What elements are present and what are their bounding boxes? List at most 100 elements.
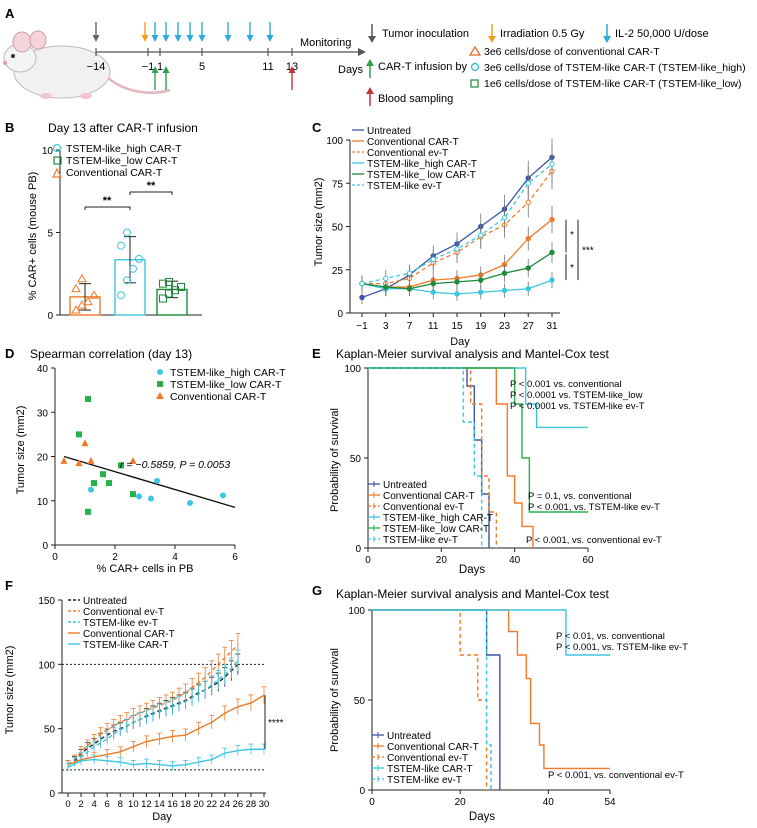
g-x-tick-label: 20: [455, 797, 467, 808]
g-x-tick-label: 54: [604, 797, 616, 808]
panel-g-letter: G: [312, 583, 322, 598]
d-x-tick-label: 0: [52, 552, 58, 563]
f-y-tick-label: 150: [38, 596, 55, 607]
panel-e-title: Kaplan-Meier survival analysis and Mante…: [336, 347, 609, 361]
c-sig-label: ***: [582, 246, 594, 257]
b-point-conv: [83, 296, 93, 306]
legend-label: TSTEM-like_high CAR-T: [383, 513, 493, 524]
d-point-low: [91, 480, 97, 487]
f-y-tick-label: 50: [44, 725, 56, 736]
legend-label: Conventional CAR-T: [383, 491, 475, 502]
c-x-tick-label: 23: [499, 321, 511, 332]
down-arrow-head: [174, 35, 182, 42]
panel-d-letter: D: [5, 346, 14, 361]
legend-label: TSTEM-like ev-T: [383, 535, 458, 546]
panel-c: C Tumor size (mm2) Day 0 25 50 75 100 −1 3 7 11 1…: [312, 120, 594, 348]
panel-e-chart: 0 50 100 0 20 40 60: [344, 364, 594, 566]
b-sig-bracket: [129, 191, 173, 195]
f-series-line: [67, 748, 264, 768]
legend-label: Conventional CAR-T: [387, 742, 479, 753]
legend-blood: Blood sampling: [378, 93, 453, 105]
b-point-high: [123, 228, 131, 237]
d-point-low: [118, 462, 124, 469]
c-point: [454, 291, 460, 297]
g-y-tick-label: 100: [348, 606, 365, 617]
d-point-conv: [87, 456, 95, 464]
panel-g: G Kaplan-Meier survival analysis and Man…: [312, 583, 688, 823]
b-point-high: [117, 291, 125, 300]
c-y-tick-label: 50: [332, 223, 344, 234]
d-x-tick-label: 4: [172, 552, 178, 563]
f-legend-label: TSTEM-like CAR-T: [83, 640, 169, 651]
panel-d-legend: TSTEM-like_high CAR-T TSTEM-like_low CAR…: [156, 367, 286, 403]
d-y-tick-label: 30: [37, 408, 49, 419]
b-point-low: [165, 278, 173, 286]
down-arrow-head: [186, 35, 194, 42]
c-point: [549, 277, 555, 283]
b-point-conv: [77, 273, 87, 283]
b-point-high: [129, 264, 137, 273]
c-point: [549, 216, 555, 223]
c-legend-label: TSTEM-like_high CAR-T: [367, 159, 477, 170]
c-legend-label: TSTEM-like ev-T: [367, 181, 442, 192]
d-y-tick-label: 20: [37, 453, 49, 464]
f-y-tick-label: 0: [49, 789, 55, 800]
d-point-conv: [75, 459, 83, 467]
panel-g-chart: 0 50 100 0 20 40 54: [348, 606, 616, 808]
legend-il2: IL-2 50,000 U/dose: [615, 28, 709, 40]
panel-b-chart: 0 5 10 ** **: [42, 146, 202, 322]
panel-g-xlabel: Days: [469, 811, 495, 823]
d-point-high: [148, 495, 154, 502]
c-legend-label: Untreated: [367, 126, 411, 137]
c-x-tick-label: 15: [451, 321, 463, 332]
c-legend-label: TSTEM-like_ low CAR-T: [367, 170, 476, 181]
g-x-tick-label: 0: [369, 797, 375, 808]
c-x-tick-label: −1: [356, 321, 368, 332]
d-x-tick-label: 6: [232, 552, 238, 563]
panel-f-ylabel: Tumor size (mm2): [4, 646, 16, 735]
d-legend-conv: Conventional CAR-T: [170, 391, 267, 403]
g-ann2: P < 0.001, vs. conventional ev-T: [548, 770, 684, 781]
panel-e-ylabel: Probability of survival: [329, 408, 341, 512]
e-y-tick-label: 100: [344, 364, 361, 375]
c-sig-label: *: [570, 263, 574, 274]
panel-b-letter: B: [5, 120, 14, 135]
legend-conv: 3e6 cells/dose of conventional CAR-T: [484, 46, 660, 58]
f-x-tick-label: 12: [141, 799, 152, 810]
b-point-low: [177, 282, 185, 291]
b-sig-bracket: [84, 206, 131, 210]
panel-d-ylabel: Tumor size (mm2): [15, 406, 27, 495]
g-ann1-1: P < 0.001, vs. TSTEM-like ev-T: [556, 642, 688, 653]
panel-d-xlabel: % CAR+ cells in PB: [97, 563, 194, 575]
d-point-high: [88, 486, 94, 493]
b-legend-high: TSTEM-like_high CAR-T: [66, 143, 182, 155]
c-legend-label: Conventional CAR-T: [367, 137, 459, 148]
e-x-tick-label: 40: [509, 555, 521, 566]
c-point: [525, 199, 531, 205]
c-point: [501, 287, 508, 294]
d-point-low: [76, 431, 82, 438]
d-y-tick-label: 10: [37, 497, 49, 508]
panel-d: D Spearman correlation (day 13) Tumor si…: [5, 346, 286, 575]
f-x-tick-label: 30: [259, 799, 270, 810]
f-x-tick-label: 20: [193, 799, 204, 810]
b-point-high: [135, 254, 143, 263]
c-point: [359, 294, 365, 301]
legend-tumor: Tumor inoculation: [382, 28, 469, 40]
g-x-tick-label: 40: [543, 797, 555, 808]
f-x-tick-label: 4: [91, 799, 96, 810]
c-point: [549, 161, 555, 167]
panel-b: B Day 13 after CAR-T infusion % CAR+ cel…: [5, 120, 202, 322]
f-x-tick-label: 0: [65, 799, 70, 810]
e-survival-line: [368, 367, 534, 548]
down-arrow-head: [162, 35, 170, 42]
days-label: Days: [338, 64, 364, 76]
d-legend-high: TSTEM-like_high CAR-T: [170, 367, 286, 379]
timeline-arrows: [92, 22, 296, 90]
c-point: [383, 275, 389, 282]
legend-label: Conventional ev-T: [387, 753, 468, 764]
down-arrow-head: [92, 35, 100, 42]
c-x-tick-label: 27: [523, 321, 535, 332]
up-arrow-head: [151, 66, 159, 73]
